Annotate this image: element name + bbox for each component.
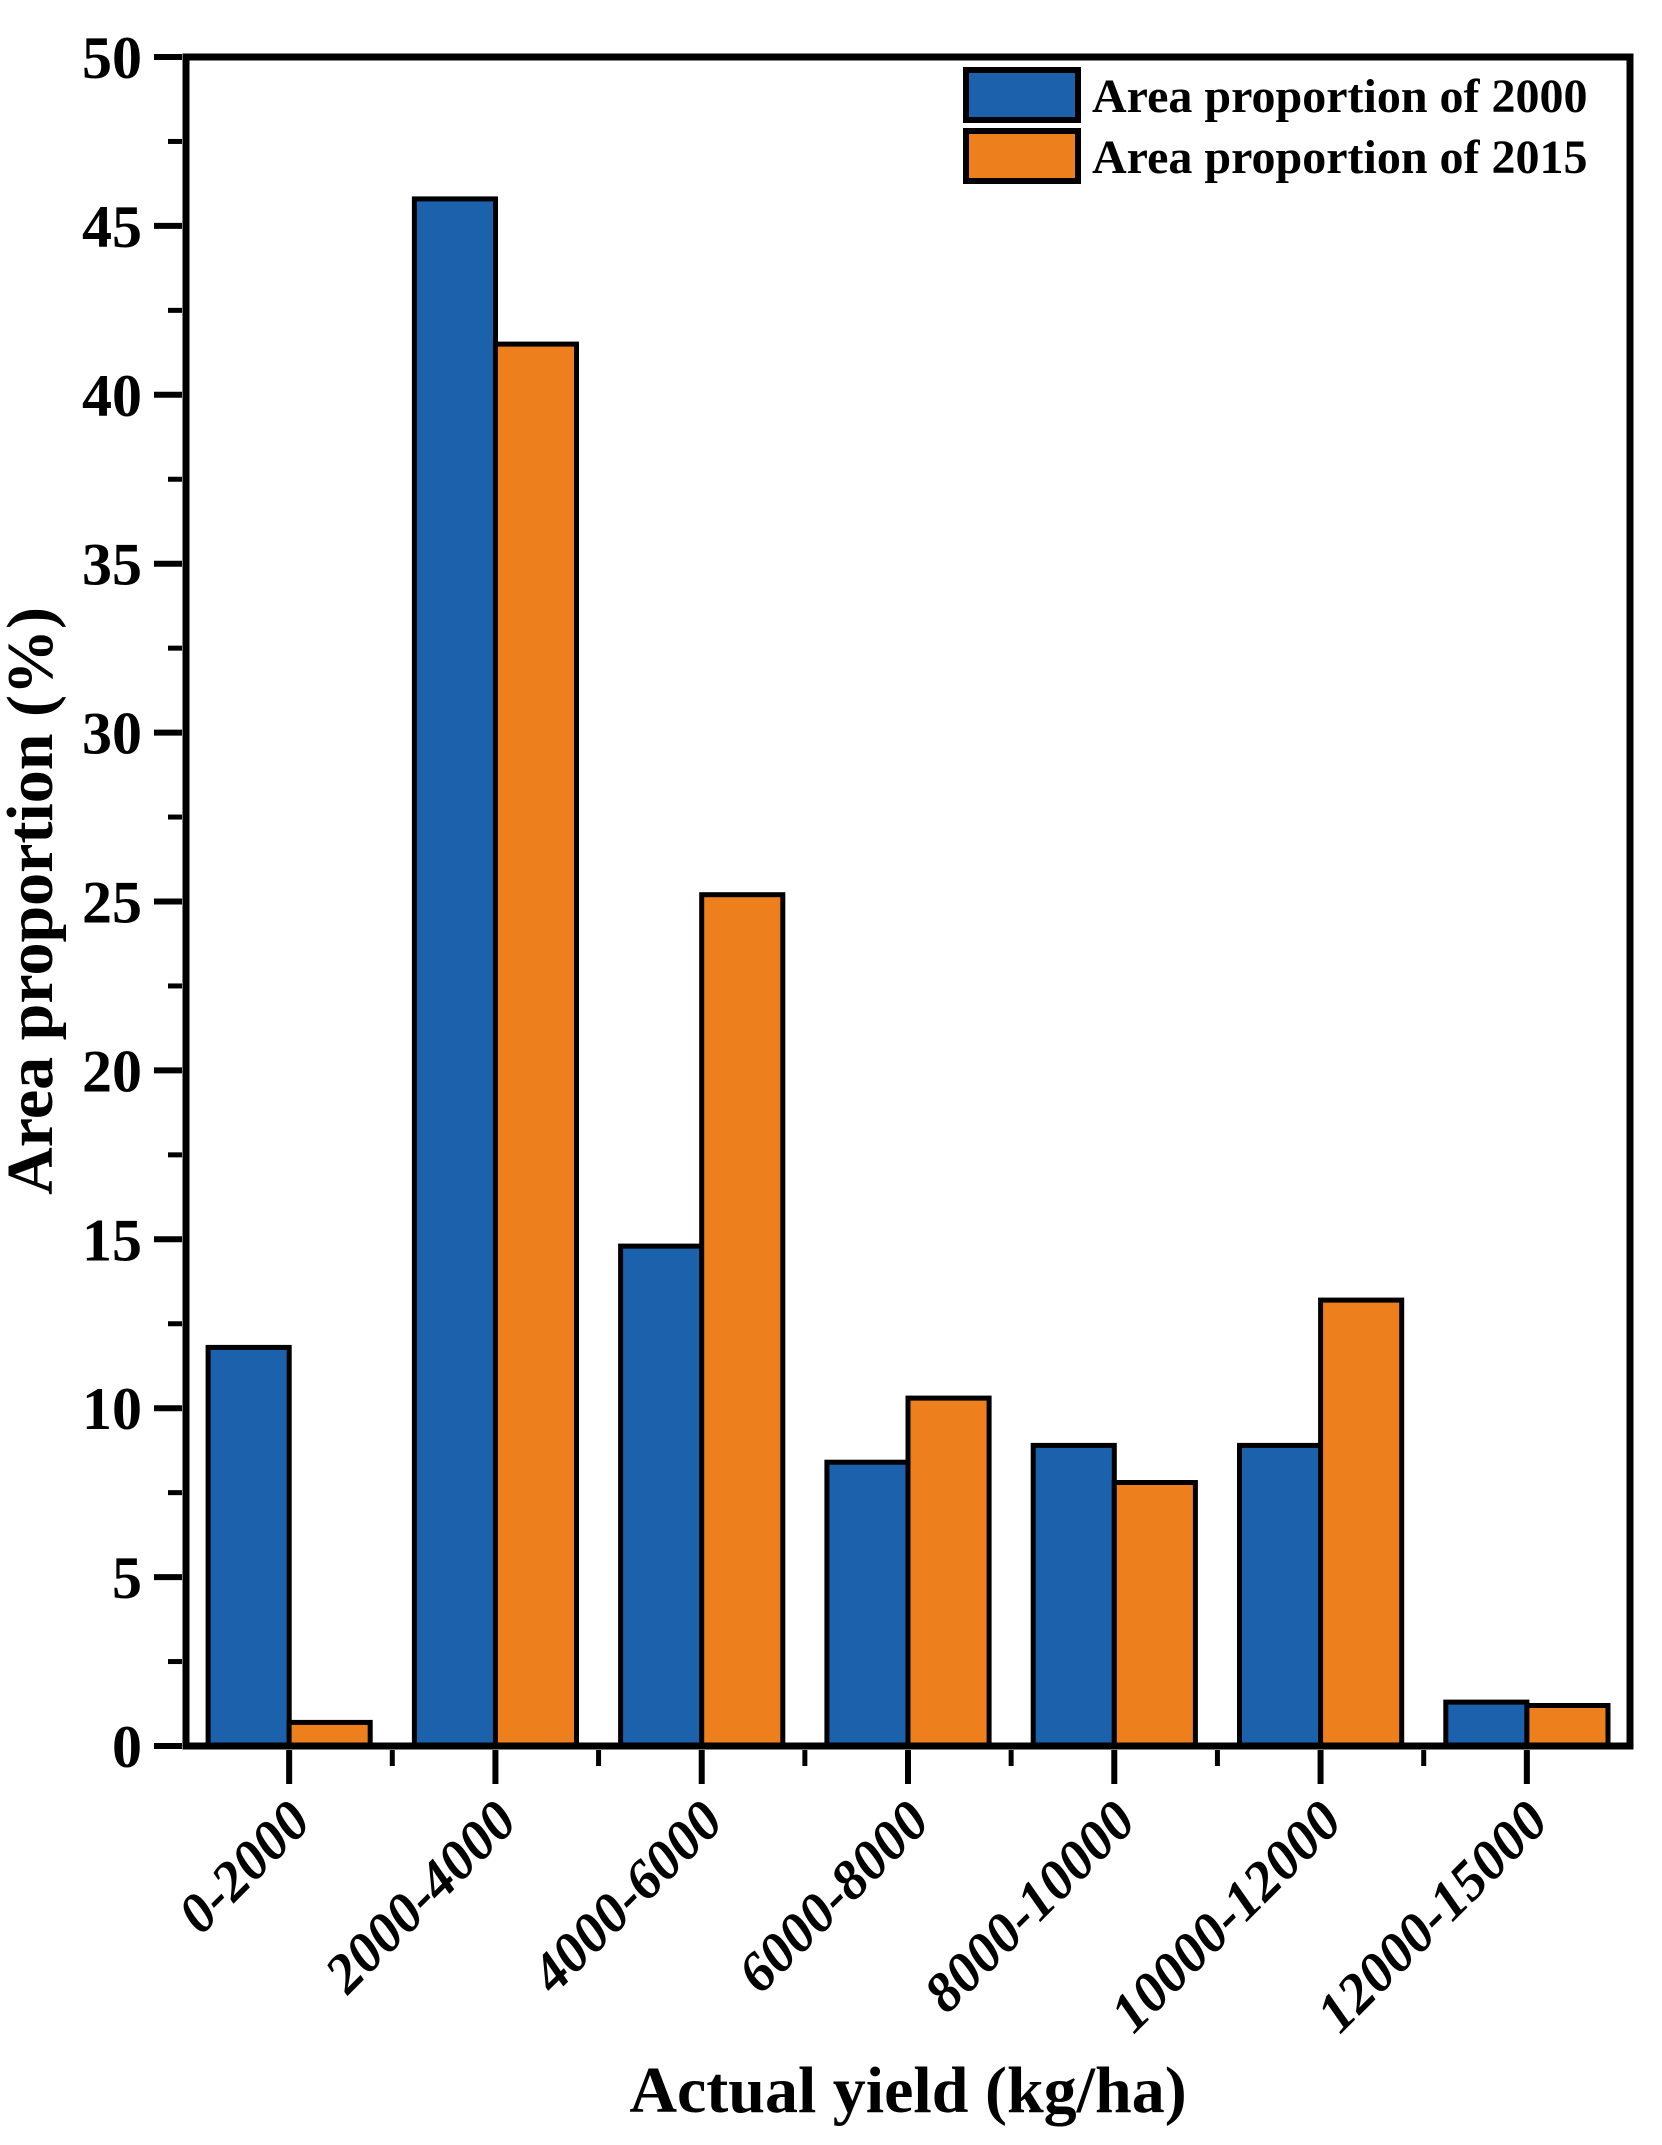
y-tick-label-35: 35 bbox=[82, 532, 142, 598]
y-tick-label-20: 20 bbox=[82, 1038, 142, 1104]
y-axis-title: Area proportion (%) bbox=[0, 607, 67, 1195]
bar-2000-10000-12000 bbox=[1237, 1442, 1324, 1749]
y-tick-label-40: 40 bbox=[82, 363, 142, 429]
bar-2015-0-2000 bbox=[286, 1719, 373, 1749]
bar-2015-4000-6000 bbox=[699, 892, 786, 1749]
y-tick-label-15: 15 bbox=[82, 1207, 142, 1273]
legend: Area proportion of 2000 Area proportion … bbox=[963, 67, 1588, 184]
y-tick-label-10: 10 bbox=[82, 1376, 142, 1442]
x-tick-label-4000-6000: 4000-6000 bbox=[519, 1789, 735, 2005]
y-tick-label-5: 5 bbox=[112, 1545, 142, 1611]
y-tick-label-45: 45 bbox=[82, 194, 142, 260]
x-axis-title: Actual yield (kg/ha) bbox=[629, 2054, 1186, 2127]
legend-swatch-2000 bbox=[963, 67, 1081, 123]
bar-2000-6000-8000 bbox=[824, 1459, 911, 1749]
legend-label-2015: Area proportion of 2015 bbox=[1092, 131, 1588, 184]
bars-layer bbox=[205, 196, 1611, 1749]
y-tick-label-25: 25 bbox=[82, 870, 142, 936]
bar-2015-10000-12000 bbox=[1318, 1297, 1405, 1749]
legend-swatch-2015 bbox=[963, 128, 1081, 184]
bar-2015-6000-8000 bbox=[905, 1395, 992, 1749]
y-tick-label-50: 50 bbox=[82, 25, 142, 91]
x-tick-label-0-2000: 0-2000 bbox=[166, 1789, 322, 1945]
bar-2000-0-2000 bbox=[205, 1344, 292, 1749]
bar-2000-12000-15000 bbox=[1443, 1699, 1530, 1749]
axis-ticks bbox=[154, 54, 1530, 1784]
bar-2000-4000-6000 bbox=[618, 1243, 705, 1749]
y-tick-label-0: 0 bbox=[112, 1714, 142, 1780]
bar-2000-2000-4000 bbox=[411, 196, 498, 1749]
plot-frame-rect bbox=[182, 53, 1634, 1750]
x-tick-label-6000-8000: 6000-8000 bbox=[726, 1789, 941, 2004]
bar-2015-2000-4000 bbox=[492, 341, 579, 1749]
bar-2015-12000-15000 bbox=[1524, 1703, 1611, 1749]
x-tick-label-2000-4000: 2000-4000 bbox=[312, 1789, 528, 2005]
plot-frame bbox=[182, 53, 1634, 1750]
bar-2015-8000-10000 bbox=[1111, 1480, 1198, 1749]
legend-label-2000: Area proportion of 2000 bbox=[1092, 70, 1588, 123]
y-tick-label-30: 30 bbox=[82, 701, 142, 767]
bar-2000-8000-10000 bbox=[1030, 1442, 1117, 1749]
